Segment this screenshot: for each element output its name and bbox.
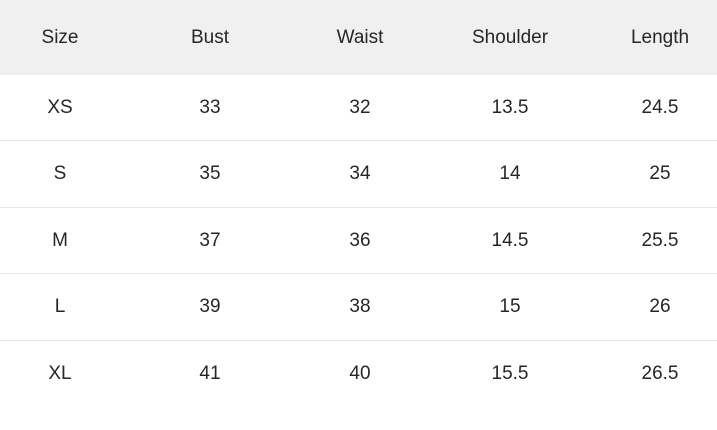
table-cell: M <box>52 229 68 251</box>
header-cell: Waist <box>336 26 384 48</box>
table-cell: 24.5 <box>641 96 679 118</box>
table-row: M 37 36 14.5 25.5 <box>0 208 717 275</box>
table-cell: 15.5 <box>491 363 529 385</box>
table-cell: 14.5 <box>491 229 529 251</box>
table-cell: 26.5 <box>641 363 679 385</box>
table-cell: 33 <box>199 96 221 118</box>
table-cell: XS <box>47 96 73 118</box>
header-cell: Length <box>630 26 690 48</box>
header-cell: Shoulder <box>471 26 549 48</box>
table-cell: XL <box>48 363 72 385</box>
table-cell: 14 <box>499 163 521 185</box>
table-cell: S <box>53 163 67 185</box>
table-cell: 26 <box>649 296 671 318</box>
table-cell: 36 <box>349 229 371 251</box>
table-cell: 38 <box>349 296 371 318</box>
table-cell: 37 <box>199 229 221 251</box>
table-row: L 39 38 15 26 <box>0 275 717 341</box>
table-row: S 35 34 14 25 <box>0 142 717 208</box>
table-cell: 41 <box>199 363 221 385</box>
table-cell: 32 <box>349 96 371 118</box>
table-row: XL 41 40 15.5 26.5 <box>0 341 717 407</box>
table-cell: 34 <box>349 163 371 185</box>
header-cell: Size <box>41 26 79 48</box>
table-cell: L <box>54 296 66 318</box>
table-cell: 40 <box>349 363 371 385</box>
header-cell: Bust <box>190 26 230 48</box>
header-row: Size Bust Waist Shoulder Length <box>0 0 717 75</box>
table-cell: 15 <box>499 296 521 318</box>
table-row: XS 33 32 13.5 24.5 <box>0 75 717 141</box>
table-cell: 25 <box>649 163 671 185</box>
table-cell: 25.5 <box>641 229 679 251</box>
table-cell: 39 <box>199 296 221 318</box>
table-cell: 35 <box>199 163 221 185</box>
table-cell: 13.5 <box>491 96 529 118</box>
